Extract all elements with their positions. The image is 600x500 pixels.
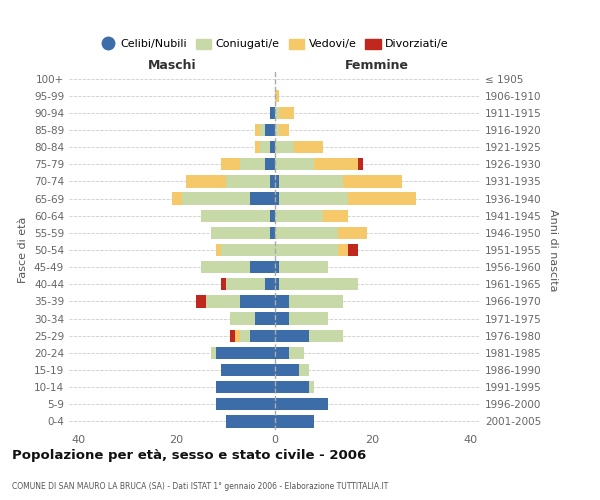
Bar: [275, 261, 280, 274]
Text: COMUNE DI SAN MAURO LA BRUCA (SA) - Dati ISTAT 1° gennaio 2006 - Elaborazione TU: COMUNE DI SAN MAURO LA BRUCA (SA) - Dati…: [12, 482, 388, 491]
Bar: [275, 124, 280, 136]
Bar: [323, 210, 348, 222]
Y-axis label: Anni di nascita: Anni di nascita: [548, 209, 558, 291]
Bar: [201, 261, 250, 274]
Bar: [314, 158, 358, 170]
Bar: [275, 141, 294, 154]
Bar: [275, 106, 280, 119]
Bar: [348, 192, 416, 204]
Bar: [269, 210, 275, 222]
Bar: [294, 141, 323, 154]
Bar: [211, 346, 216, 359]
Bar: [275, 176, 280, 188]
Bar: [275, 278, 280, 290]
Bar: [338, 244, 348, 256]
Legend: Celibi/Nubili, Coniugati/e, Vedovi/e, Divorziati/e: Celibi/Nubili, Coniugati/e, Vedovi/e, Di…: [95, 34, 454, 54]
Bar: [338, 226, 367, 239]
Bar: [289, 312, 328, 324]
Bar: [275, 416, 314, 428]
Bar: [299, 364, 309, 376]
Bar: [275, 381, 309, 394]
Bar: [260, 124, 265, 136]
Bar: [275, 210, 323, 222]
Bar: [255, 312, 275, 324]
Bar: [196, 296, 206, 308]
Bar: [182, 192, 250, 204]
Bar: [216, 398, 275, 410]
Bar: [250, 192, 275, 204]
Bar: [260, 141, 269, 154]
Bar: [255, 141, 260, 154]
Bar: [280, 261, 328, 274]
Bar: [348, 244, 358, 256]
Bar: [240, 158, 265, 170]
Bar: [275, 192, 280, 204]
Bar: [275, 244, 338, 256]
Bar: [221, 244, 275, 256]
Bar: [221, 158, 240, 170]
Bar: [216, 381, 275, 394]
Bar: [343, 176, 402, 188]
Bar: [265, 278, 275, 290]
Bar: [275, 398, 328, 410]
Bar: [187, 176, 226, 188]
Bar: [206, 296, 240, 308]
Bar: [230, 330, 235, 342]
Text: Femmine: Femmine: [345, 58, 409, 71]
Bar: [226, 176, 269, 188]
Bar: [269, 226, 275, 239]
Y-axis label: Fasce di età: Fasce di età: [19, 217, 28, 283]
Bar: [221, 364, 275, 376]
Bar: [255, 124, 260, 136]
Bar: [265, 158, 275, 170]
Bar: [226, 278, 265, 290]
Bar: [265, 124, 275, 136]
Bar: [221, 278, 226, 290]
Text: Popolazione per età, sesso e stato civile - 2006: Popolazione per età, sesso e stato civil…: [12, 450, 366, 462]
Bar: [211, 226, 269, 239]
Bar: [172, 192, 182, 204]
Bar: [216, 244, 221, 256]
Bar: [275, 90, 280, 102]
Bar: [269, 106, 275, 119]
Bar: [240, 296, 275, 308]
Bar: [280, 278, 358, 290]
Bar: [358, 158, 362, 170]
Bar: [275, 346, 289, 359]
Bar: [269, 141, 275, 154]
Text: Maschi: Maschi: [148, 58, 196, 71]
Bar: [280, 192, 348, 204]
Bar: [289, 346, 304, 359]
Bar: [280, 176, 343, 188]
Bar: [250, 330, 275, 342]
Bar: [269, 176, 275, 188]
Bar: [275, 158, 314, 170]
Bar: [250, 261, 275, 274]
Bar: [275, 312, 289, 324]
Bar: [280, 106, 294, 119]
Bar: [289, 296, 343, 308]
Bar: [275, 364, 299, 376]
Bar: [309, 330, 343, 342]
Bar: [201, 210, 269, 222]
Bar: [309, 381, 314, 394]
Bar: [275, 296, 289, 308]
Bar: [275, 226, 338, 239]
Bar: [226, 416, 275, 428]
Bar: [280, 124, 289, 136]
Bar: [275, 330, 309, 342]
Bar: [235, 330, 240, 342]
Bar: [240, 330, 250, 342]
Bar: [216, 346, 275, 359]
Bar: [230, 312, 255, 324]
